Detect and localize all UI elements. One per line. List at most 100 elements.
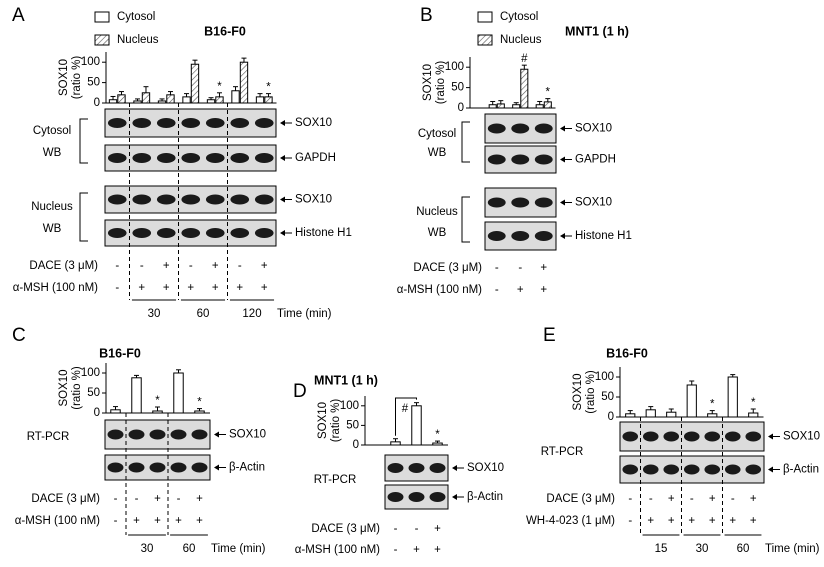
blot-band: [107, 153, 127, 163]
arrow-head: [280, 230, 285, 236]
time-label: 15: [655, 543, 668, 555]
treatment-sign: +: [709, 515, 716, 527]
arrow-head: [214, 464, 219, 471]
blot-band: [156, 153, 176, 163]
blot-band: [107, 429, 124, 440]
blot-band: [181, 118, 201, 128]
significance-mark: *: [751, 397, 756, 409]
blot-band: [511, 197, 530, 208]
blot-band: [170, 462, 187, 473]
time-unit-label: Time (min): [277, 308, 332, 320]
blot-method-label: RT-PCR: [27, 431, 70, 443]
treatment-sign: +: [196, 515, 203, 527]
treatment-sign: +: [750, 493, 757, 505]
treatment-sign: -: [189, 260, 193, 272]
blot-band: [511, 231, 530, 241]
y-tick-label: 0: [94, 407, 100, 419]
treatment-sign: +: [175, 515, 182, 527]
y-axis-label: SOX10: [58, 369, 70, 406]
treatment-sign: +: [413, 544, 420, 556]
bar: [239, 61, 249, 104]
bar: [645, 409, 656, 418]
blot-bracket: [79, 118, 88, 164]
time-label: 60: [737, 543, 750, 555]
blot-band: [511, 123, 530, 134]
y-axis-label: SOX10: [58, 59, 70, 96]
blot-band: [511, 154, 530, 165]
treatment-label: DACE (3 μM): [546, 493, 615, 505]
blot-row-label: GAPDH: [295, 152, 336, 164]
bar: [215, 96, 224, 104]
treatment-sign: +: [709, 493, 716, 505]
treatment-sign: +: [729, 515, 736, 527]
blot-fraction-label: Cytosol: [33, 125, 71, 137]
treatment-sign: -: [649, 493, 653, 505]
blot-band: [622, 431, 639, 442]
blot-band: [387, 463, 404, 473]
blot-band: [724, 464, 741, 475]
blot-row-label: SOX10: [783, 431, 820, 443]
y-tick-label: 0: [458, 102, 464, 114]
y-axis-label: (ratio %): [435, 61, 447, 105]
chart-title: B16-F0: [99, 346, 141, 360]
bar: [117, 94, 126, 104]
arrow-head: [214, 431, 219, 438]
treatment-sign: +: [517, 284, 524, 296]
treatment-sign: +: [668, 493, 675, 505]
blot-band: [132, 194, 152, 205]
y-tick-label: 50: [346, 419, 359, 431]
blot-band: [408, 463, 425, 473]
y-tick-label: 50: [601, 391, 614, 403]
bar: [488, 104, 497, 109]
blot-band: [156, 228, 176, 238]
panel-letter: E: [543, 325, 556, 346]
treatment-sign: +: [163, 260, 170, 272]
legend-label: Cytosol: [117, 11, 155, 23]
arrow-head: [280, 196, 285, 203]
blot-band: [132, 228, 152, 238]
significance-mark: *: [266, 82, 271, 94]
arrow-head: [560, 156, 565, 163]
chart-title: MNT1 (1 h): [314, 373, 378, 387]
blot-band: [704, 431, 721, 442]
treatment-label: α-MSH (100 nM): [15, 515, 100, 527]
blot-band: [132, 118, 152, 128]
blot-band: [745, 464, 762, 475]
blot-band: [149, 429, 166, 440]
treatment-sign: +: [668, 515, 675, 527]
y-tick-label: 50: [87, 77, 100, 89]
legend-label: Nucleus: [500, 34, 542, 46]
blot-band: [191, 429, 208, 440]
treatment-sign: -: [140, 260, 144, 272]
blot-band: [156, 118, 176, 128]
blot-row-label: SOX10: [295, 194, 332, 206]
blot-band: [429, 463, 446, 473]
blot-band: [156, 194, 176, 205]
time-label: 60: [197, 308, 210, 320]
y-tick-label: 100: [81, 56, 100, 68]
treatment-sign: +: [133, 515, 140, 527]
blot-band: [683, 431, 700, 442]
panel-letter: D: [293, 381, 307, 402]
treatment-sign: +: [688, 515, 695, 527]
bar: [535, 104, 544, 109]
treatment-sign: +: [187, 282, 194, 294]
blot-band: [205, 228, 225, 238]
arrow-head: [560, 199, 565, 206]
treatment-sign: -: [628, 493, 632, 505]
blot-band: [534, 197, 553, 208]
treatment-sign: +: [261, 282, 268, 294]
blot-row-label: Histone H1: [295, 227, 352, 239]
treatment-sign: -: [135, 493, 139, 505]
blot-method-label: WB: [428, 227, 447, 239]
time-label: 30: [141, 543, 154, 555]
time-unit-label: Time (min): [765, 543, 820, 555]
bar: [152, 410, 163, 414]
bar: [512, 104, 521, 109]
blot-fraction-label: Nucleus: [416, 206, 458, 218]
treatment-sign: +: [647, 515, 654, 527]
blot-row-label: GAPDH: [575, 154, 616, 166]
bar: [131, 377, 142, 414]
blot-row-label: β-Actin: [783, 464, 819, 476]
bar: [133, 100, 142, 104]
